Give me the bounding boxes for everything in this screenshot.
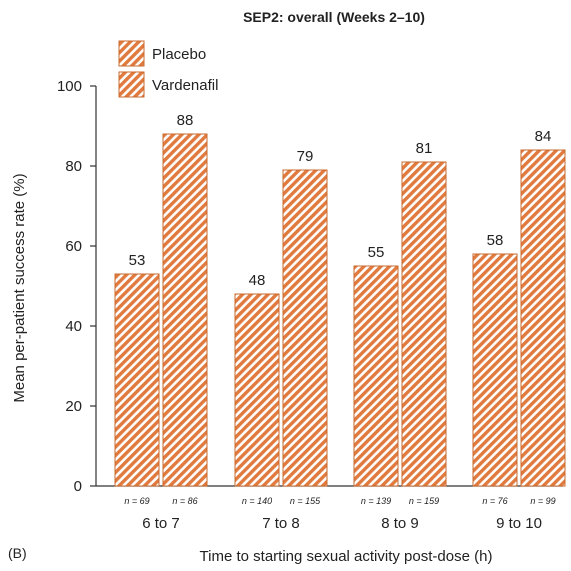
data-label-placebo-1: 53 [129,252,146,269]
y-tick-label: 80 [65,158,82,175]
n-label-vardenafil-4: n = 99 [530,496,555,506]
n-label-placebo-3: n = 139 [361,496,391,506]
x-tick-label: 7 to 8 [262,515,300,532]
bar-vardenafil-3 [401,161,447,487]
bars [114,133,566,487]
panel-label: (B) [8,545,27,561]
n-label-vardenafil-2: n = 155 [290,496,321,506]
n-label-placebo-1: n = 69 [124,496,149,506]
bar-vardenafil-4 [520,149,566,487]
y-axis-label: Mean per-patient success rate (%) [11,173,28,402]
bar-vardenafil-1 [162,133,208,487]
data-label-placebo-4: 58 [487,232,504,249]
bar-placebo-3 [353,265,399,487]
bar-placebo-4 [472,253,518,487]
bar-vardenafil-2 [282,169,328,487]
data-label-vardenafil-3: 81 [416,140,433,157]
y-tick-label: 20 [65,398,82,415]
n-label-vardenafil-3: n = 159 [409,496,439,506]
n-label-placebo-2: n = 140 [242,496,272,506]
bar-placebo-1 [114,273,160,487]
legend-swatch-placebo [118,40,145,67]
x-axis-label: Time to starting sexual activity post-do… [200,548,493,565]
legend-label-vardenafil: Vardenafil [152,77,218,94]
legend-label-placebo: Placebo [152,46,206,63]
x-tick-label: 6 to 7 [142,515,180,532]
y-tick-label: 0 [74,478,82,495]
legend: Placebo Vardenafil [118,40,218,98]
data-label-vardenafil-1: 88 [177,112,194,129]
y-tick-label: 100 [57,78,82,95]
data-label-vardenafil-2: 79 [297,148,314,165]
bar-placebo-2 [234,293,280,487]
x-tick-label: 9 to 10 [496,515,542,532]
y-tick-label: 60 [65,238,82,255]
data-label-placebo-2: 48 [249,272,266,289]
data-label-placebo-3: 55 [368,244,385,261]
data-label-vardenafil-4: 84 [535,128,552,145]
n-label-vardenafil-1: n = 86 [172,496,197,506]
x-tick-label: 8 to 9 [381,515,419,532]
data-labels: 53 n = 69 88 n = 86 6 to 7 48 n = 140 79 n = 155… [124,112,555,532]
n-label-placebo-4: n = 76 [482,496,507,506]
legend-swatch-vardenafil [118,71,145,98]
y-tick-label: 40 [65,318,82,335]
chart-title: SEP2: overall (Weeks 2–10) [243,9,425,25]
